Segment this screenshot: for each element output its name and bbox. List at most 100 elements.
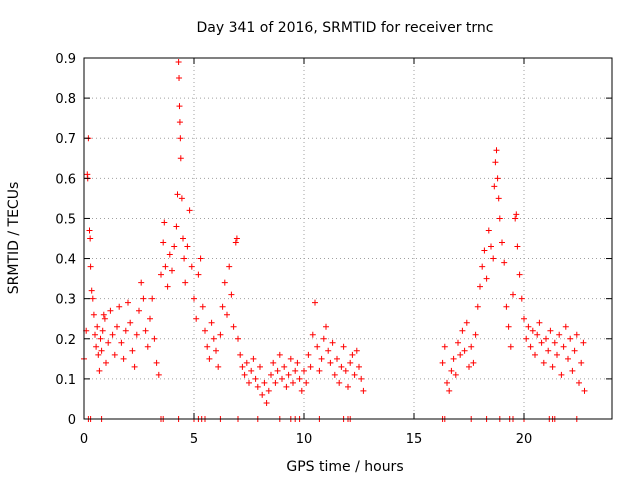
y-tick-label: 0.8 bbox=[55, 92, 76, 107]
data-point bbox=[342, 367, 349, 374]
data-point bbox=[494, 175, 501, 182]
data-point bbox=[338, 363, 345, 370]
data-point bbox=[468, 343, 475, 350]
data-point bbox=[540, 359, 547, 366]
data-point bbox=[290, 379, 296, 386]
data-point bbox=[507, 343, 514, 350]
data-point bbox=[569, 367, 576, 374]
data-points bbox=[81, 59, 588, 422]
data-point bbox=[444, 379, 450, 386]
data-point bbox=[493, 147, 500, 154]
y-tick-label: 0.3 bbox=[55, 293, 76, 308]
data-point bbox=[228, 291, 235, 298]
data-point bbox=[513, 211, 520, 218]
data-point bbox=[551, 339, 558, 346]
data-point bbox=[521, 315, 527, 322]
data-point bbox=[174, 191, 181, 198]
data-point bbox=[208, 319, 215, 326]
data-point bbox=[303, 379, 310, 386]
data-point bbox=[488, 243, 494, 250]
data-point bbox=[298, 387, 305, 394]
data-point bbox=[483, 275, 490, 282]
data-point bbox=[543, 335, 549, 342]
data-point bbox=[490, 255, 497, 262]
data-point bbox=[176, 119, 183, 126]
y-tick-label: 0.9 bbox=[55, 52, 76, 67]
data-point bbox=[450, 355, 457, 362]
data-point bbox=[479, 263, 486, 270]
data-point bbox=[349, 351, 356, 358]
data-point bbox=[446, 387, 453, 394]
data-point bbox=[261, 379, 268, 386]
data-point bbox=[176, 75, 183, 82]
data-point bbox=[98, 347, 105, 354]
data-point bbox=[224, 311, 230, 318]
data-point bbox=[554, 351, 560, 358]
data-point bbox=[204, 343, 211, 350]
y-tick-label: 0.4 bbox=[55, 253, 76, 268]
data-point bbox=[186, 207, 193, 214]
data-point bbox=[353, 347, 360, 354]
data-point bbox=[116, 303, 123, 310]
data-point bbox=[182, 279, 189, 286]
data-point bbox=[516, 271, 523, 278]
data-point bbox=[439, 359, 446, 366]
data-point bbox=[474, 303, 481, 310]
y-tick-label: 0.7 bbox=[55, 132, 76, 147]
data-point bbox=[169, 267, 175, 274]
data-point bbox=[279, 375, 285, 382]
data-point bbox=[219, 303, 226, 310]
data-point bbox=[309, 331, 316, 338]
data-point bbox=[232, 239, 239, 246]
data-point bbox=[573, 331, 580, 338]
data-point bbox=[129, 347, 136, 354]
data-point bbox=[161, 219, 168, 226]
data-point bbox=[88, 287, 95, 294]
x-axis-label: GPS time / hours bbox=[286, 459, 403, 475]
data-point bbox=[565, 355, 571, 362]
data-point bbox=[452, 371, 459, 378]
data-point bbox=[257, 363, 263, 370]
data-point bbox=[114, 323, 120, 330]
data-point bbox=[281, 363, 288, 370]
data-point bbox=[239, 363, 246, 370]
data-point bbox=[241, 371, 248, 378]
data-point bbox=[268, 371, 274, 378]
data-point bbox=[455, 339, 461, 346]
data-point bbox=[356, 363, 362, 370]
data-point bbox=[177, 155, 184, 162]
data-point bbox=[101, 315, 108, 322]
data-point bbox=[127, 319, 134, 326]
y-tick-label: 0.1 bbox=[55, 373, 76, 388]
data-point bbox=[162, 263, 169, 270]
data-point bbox=[103, 359, 109, 366]
x-tick-label: 0 bbox=[80, 432, 88, 447]
data-point bbox=[501, 259, 508, 266]
x-tick-label: 20 bbox=[516, 432, 533, 447]
data-point bbox=[140, 295, 147, 302]
data-point bbox=[250, 355, 257, 362]
data-point bbox=[481, 247, 488, 254]
data-point bbox=[131, 363, 138, 370]
data-point bbox=[153, 359, 160, 366]
data-point bbox=[92, 331, 98, 338]
data-point bbox=[95, 351, 102, 358]
data-point bbox=[463, 319, 470, 326]
data-point bbox=[93, 343, 100, 350]
data-point bbox=[144, 343, 151, 350]
data-point bbox=[529, 327, 536, 334]
data-point bbox=[503, 303, 510, 310]
y-axis-label: SRMTID / TECUs bbox=[6, 182, 22, 295]
data-point bbox=[215, 363, 222, 370]
data-point bbox=[274, 367, 281, 374]
data-point bbox=[263, 399, 270, 406]
data-point bbox=[307, 363, 314, 370]
data-point bbox=[495, 195, 502, 202]
data-point bbox=[457, 351, 464, 358]
data-point bbox=[235, 335, 241, 342]
data-point bbox=[505, 323, 512, 330]
data-point bbox=[177, 135, 184, 142]
data-point bbox=[276, 351, 283, 358]
data-point bbox=[527, 343, 534, 350]
data-point bbox=[301, 367, 307, 374]
